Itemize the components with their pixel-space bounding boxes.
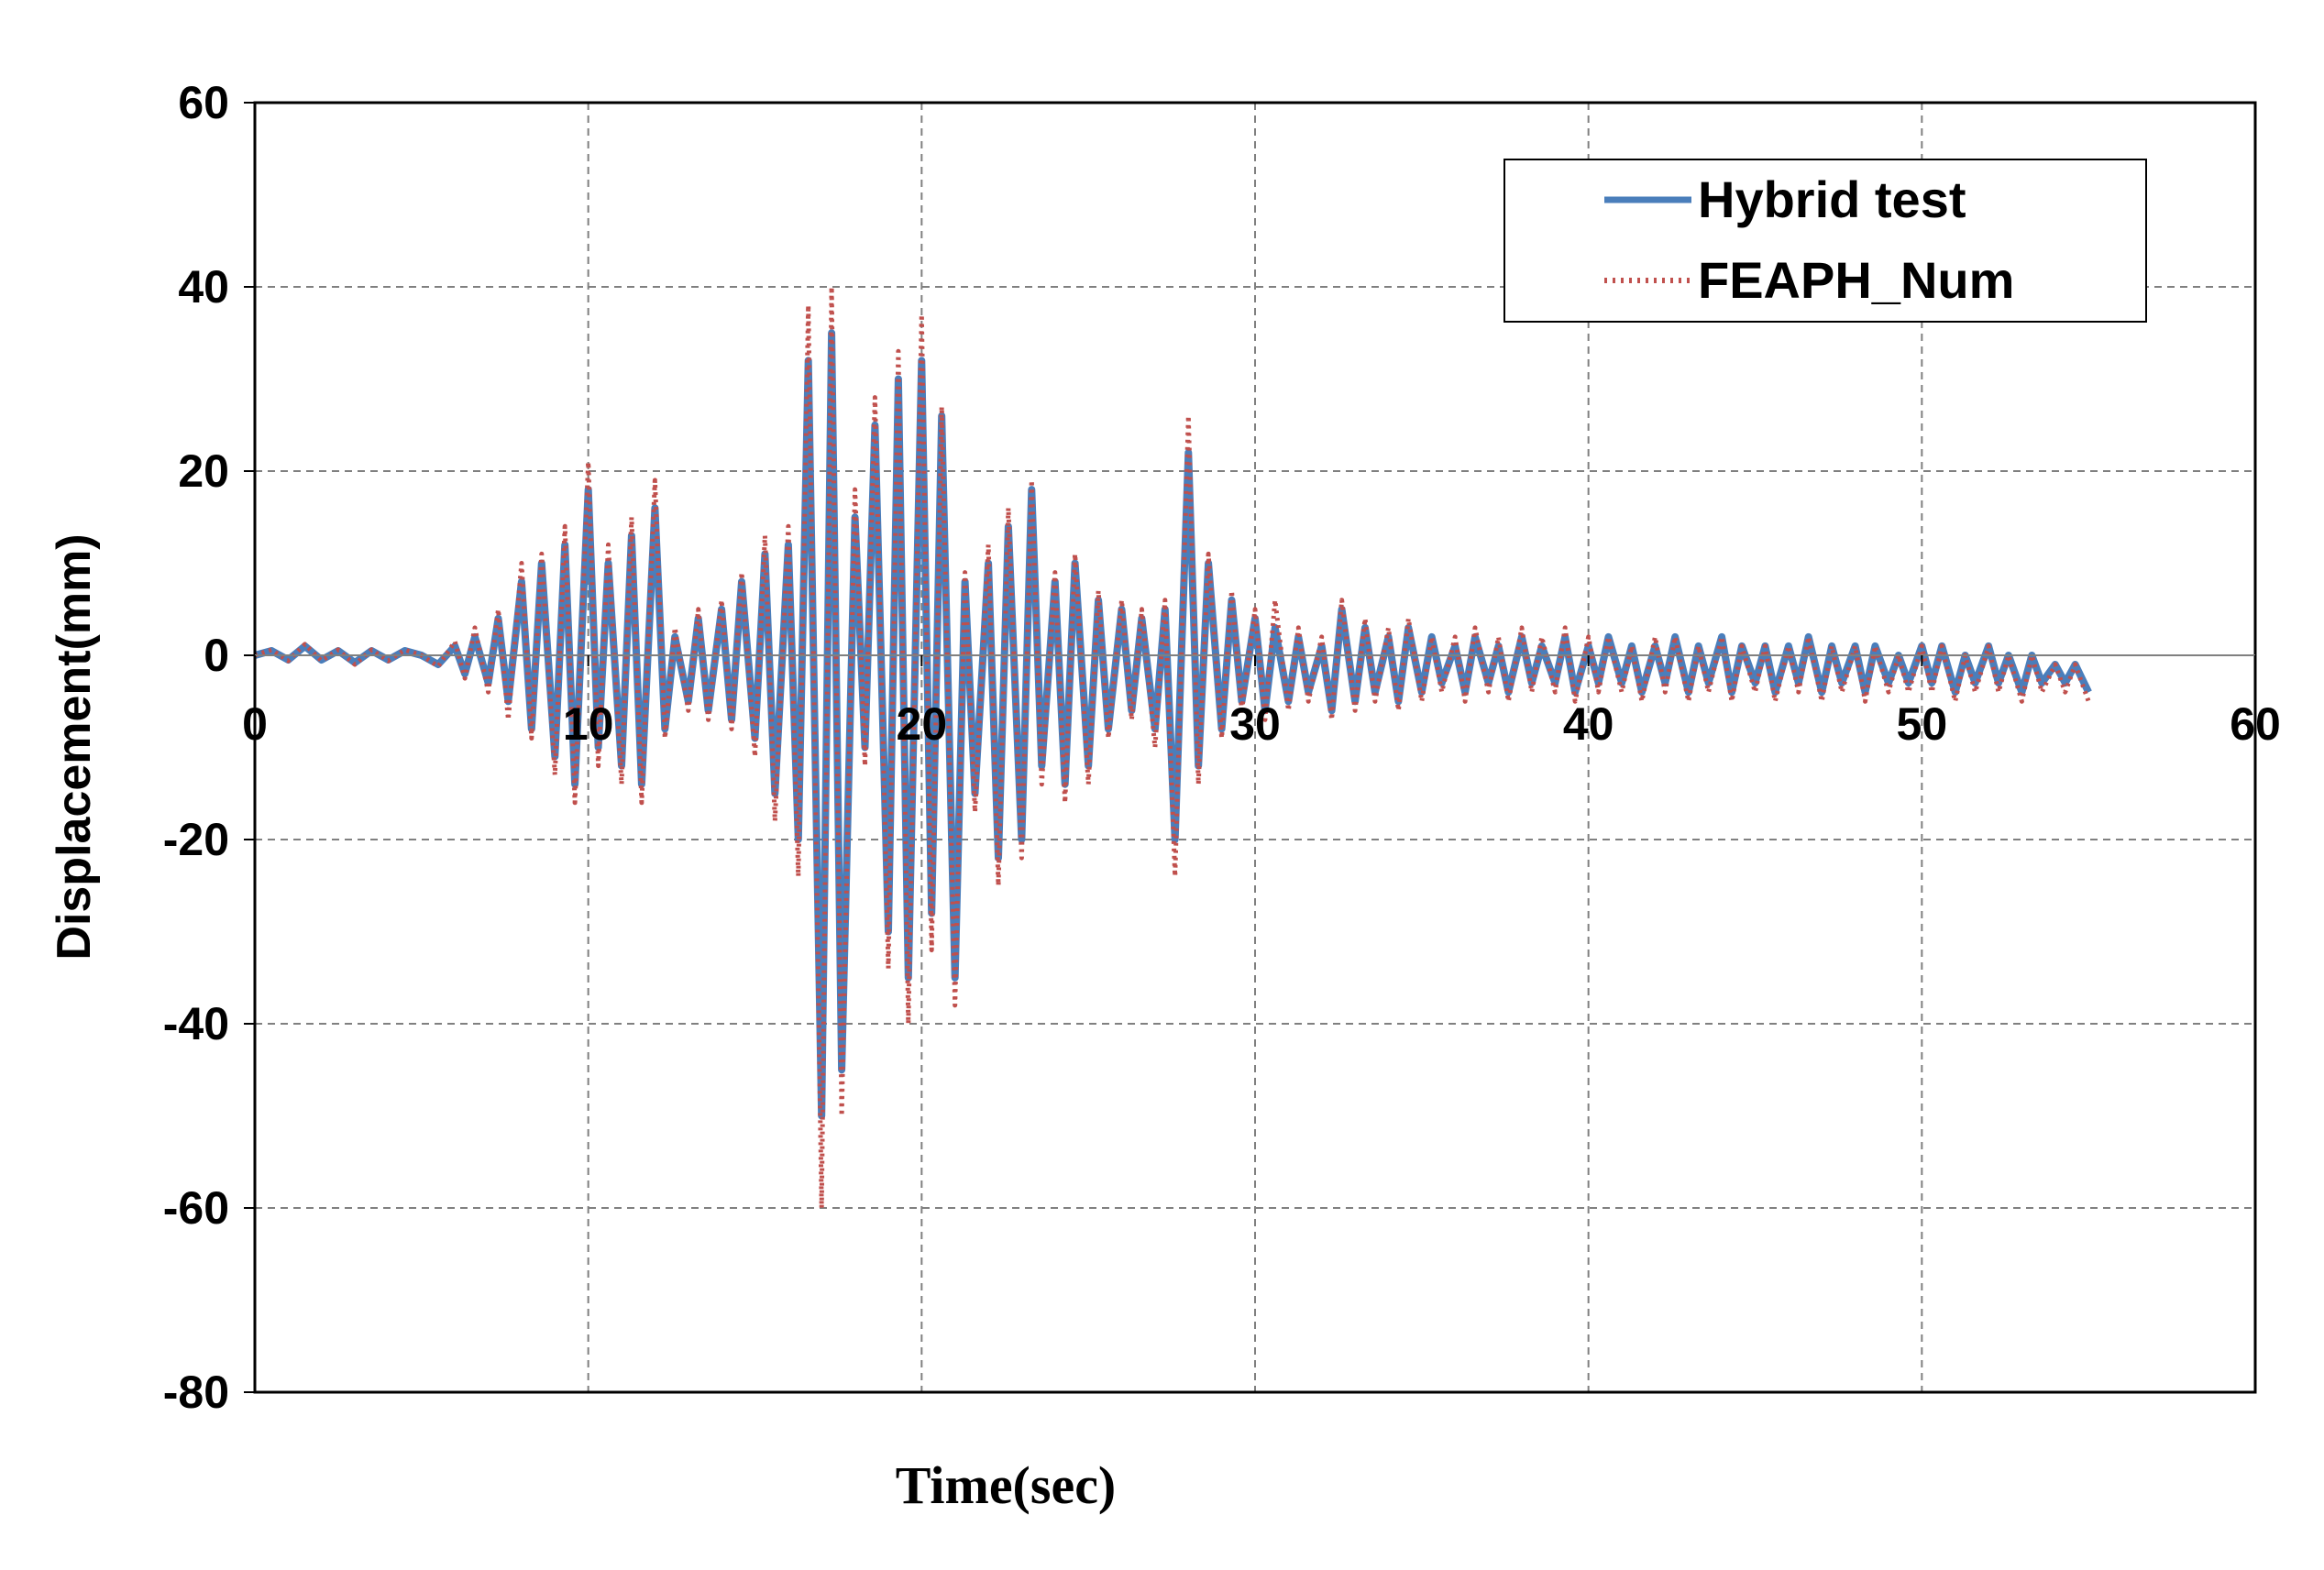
legend-box (1503, 159, 2147, 323)
y-tick-label-3: -20 (163, 814, 229, 865)
axes (244, 101, 2257, 1394)
y-tick-label-2: -40 (163, 998, 229, 1049)
x-tick-label-0: 0 (242, 698, 268, 750)
x-tick-label-1: 10 (563, 698, 614, 750)
plot-frame (253, 101, 2257, 1394)
legend-label-hybrid-test: Hybrid test (1698, 170, 1966, 228)
y-tick-label-4: 0 (204, 630, 229, 681)
y-tick-label-7: 60 (178, 77, 229, 128)
y-tick-label-0: -80 (163, 1367, 229, 1418)
y-tick-label-5: 20 (178, 445, 229, 497)
legend: Hybrid test FEAPH_Num (1503, 159, 2147, 323)
x-tick-label-4: 40 (1563, 698, 1614, 750)
x-tick-label-3: 30 (1229, 698, 1281, 750)
x-tick-label-5: 50 (1897, 698, 1948, 750)
x-tick-label-2: 20 (897, 698, 948, 750)
x-axis-label: Time(sec) (896, 1455, 1117, 1515)
series-layer (253, 284, 2092, 1211)
tick-labels: 0 10 20 30 40 50 60 -80 -60 -40 -20 0 20 40 60 (163, 77, 2281, 1418)
y-tick-label-1: -60 (163, 1182, 229, 1234)
grid (255, 103, 2255, 1392)
y-tick-label-6: 40 (178, 261, 229, 313)
legend-label-feaph-num: FEAPH_Num (1698, 251, 2014, 309)
y-axis-label: Displacement(mm) (48, 533, 101, 960)
x-tick-label-6: 60 (2230, 698, 2281, 750)
